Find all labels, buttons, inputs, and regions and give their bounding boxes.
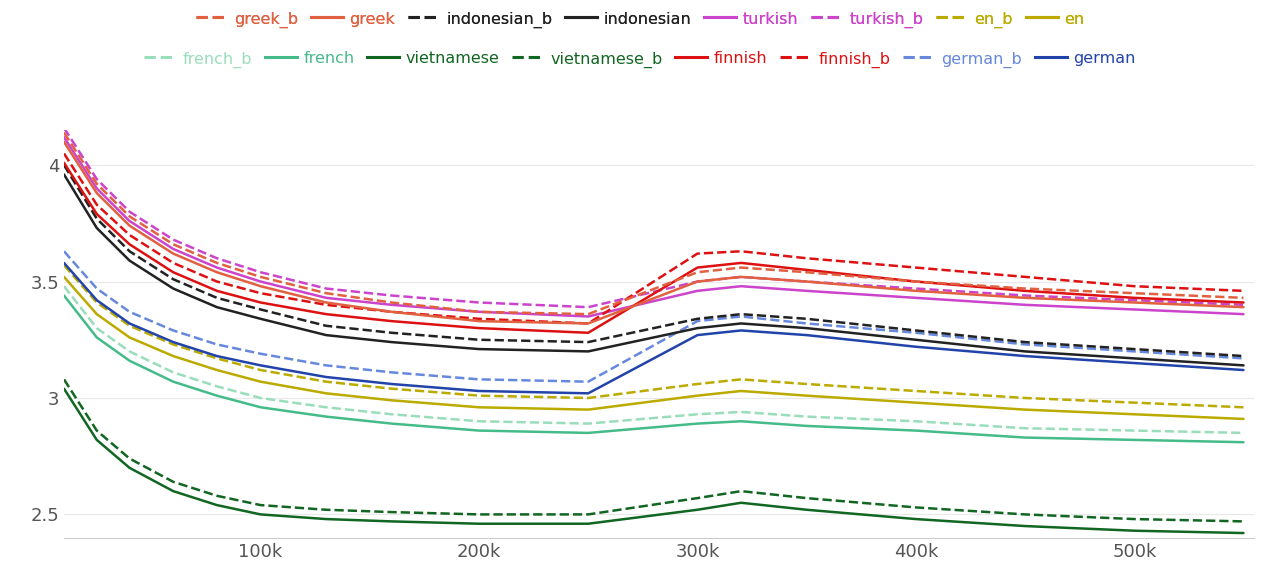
Legend: greek_b, greek, indonesian_b, indonesian, turkish, turkish_b, en_b, en: greek_b, greek, indonesian_b, indonesian… (193, 8, 1087, 31)
Legend: french_b, french, vietnamese, vietnamese_b, finnish, finnish_b, german_b, german: french_b, french, vietnamese, vietnamese… (141, 48, 1139, 71)
